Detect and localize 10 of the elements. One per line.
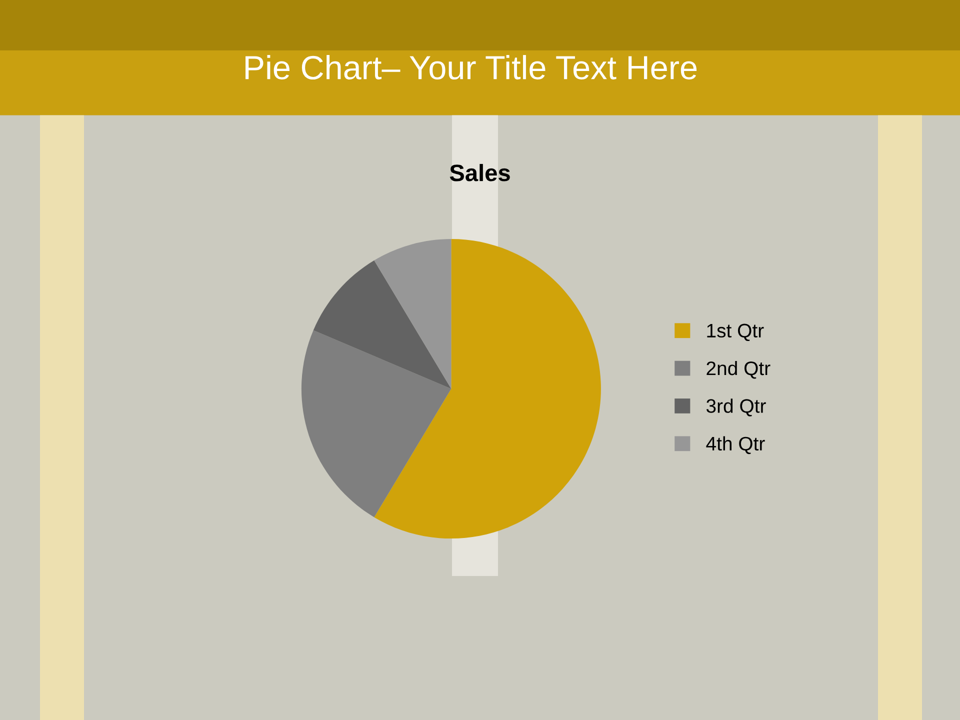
legend-label: 1st Qtr (707, 324, 764, 342)
chart-title: Sales (450, 164, 510, 182)
legend-label: 4th Qtr (706, 436, 765, 454)
pie-slice (374, 239, 452, 389)
text: Pie Chart– Your Title Text Here (246, 55, 697, 80)
legend-label: 3rd Qtr (706, 398, 766, 416)
legend-label: 2nd Qtr (706, 360, 770, 379)
pie-slice (313, 260, 452, 389)
pie-slice (301, 330, 452, 518)
pie-slice (374, 239, 601, 539)
